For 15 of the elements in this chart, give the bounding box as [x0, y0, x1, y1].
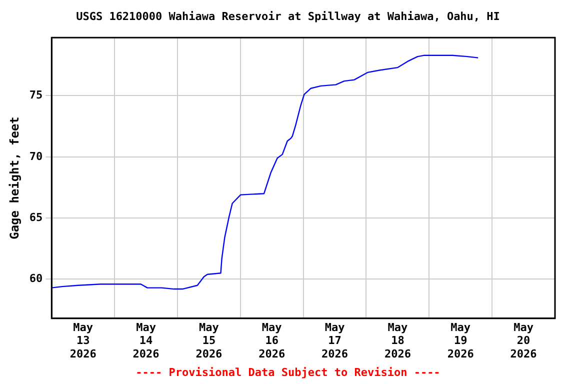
x-tick-label: May 15 2026 — [196, 320, 223, 360]
x-tick-label: May 20 2026 — [510, 320, 538, 360]
chart-title: USGS 16210000 Wahiawa Reservoir at Spillway at Wahiawa, Oahu, HI — [75, 10, 501, 23]
y-tick-label: 75 — [29, 88, 43, 102]
x-tick-label: May 13 2026 — [70, 320, 97, 360]
x-tick-label: May 18 2026 — [384, 320, 412, 360]
y-axis-title: Gage height, feet — [7, 116, 22, 240]
text: ---- Provisional Data Subject to Revision ---- — [134, 366, 442, 379]
y-tick-label: 60 — [29, 272, 43, 286]
x-tick-label: May 19 2026 — [447, 320, 474, 360]
x-tick-label: May 14 2026 — [132, 320, 160, 360]
y-tick-label: 70 — [29, 150, 43, 163]
x-tick-label: May 17 2026 — [322, 320, 348, 360]
y-tick-label: 65 — [29, 210, 43, 224]
x-tick-label: May 16 2026 — [258, 320, 286, 360]
